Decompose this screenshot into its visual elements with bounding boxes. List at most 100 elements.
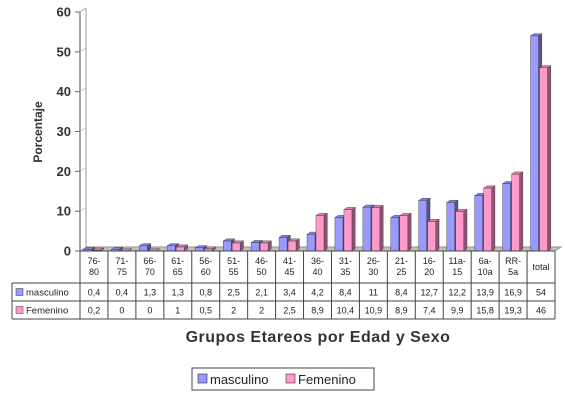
bar-femenino-2 (147, 248, 161, 252)
bar-front (306, 234, 316, 252)
y-tick-label: 50 (57, 44, 71, 59)
x-tick-label: RR-5a (505, 256, 521, 277)
bar-front (502, 183, 511, 252)
data-label: 19,3 (504, 306, 522, 316)
bar-front (474, 195, 483, 252)
bar-side (351, 206, 356, 252)
bar-masculino-1 (110, 246, 124, 252)
data-label: 13,9 (476, 288, 494, 298)
bar-side (323, 212, 328, 252)
x-tick-label: 26-30 (367, 256, 380, 277)
data-label: 9,9 (451, 306, 464, 316)
bar-front (139, 245, 148, 252)
bar-masculino-2 (138, 243, 152, 252)
x-tick-label: 61-65 (171, 256, 184, 277)
x-tick-label: 16-20 (423, 256, 436, 277)
bar-front (427, 221, 436, 252)
y-tick-depth (79, 206, 87, 212)
data-label: 12,7 (420, 288, 438, 298)
x-tick-label: 31-35 (339, 256, 352, 277)
x-tick-label: 6a-10a (478, 256, 493, 277)
data-label: 46 (536, 306, 546, 316)
legend-label-masculino: masculino (210, 372, 269, 387)
bar-front (362, 206, 372, 252)
x-tick-label: 66-70 (143, 256, 156, 277)
data-label: 4,2 (311, 288, 324, 298)
legend-swatch-masculino (197, 373, 208, 384)
data-label: 0,8 (199, 288, 212, 298)
data-label: 8,9 (311, 306, 324, 316)
bar-femenino-6 (259, 240, 273, 252)
data-label: 7,4 (423, 306, 436, 316)
series-name-femenino: Femenino (26, 306, 68, 317)
x-tick-label: 51-55 (227, 256, 240, 277)
y-tick-label: 60 (57, 5, 71, 20)
bar-front (222, 240, 232, 252)
series-name-masculino: masculino (26, 288, 69, 299)
data-label: 0,5 (199, 306, 212, 316)
bar-femenino-7 (287, 238, 301, 252)
data-label: 1 (175, 306, 180, 316)
bar-femenino-4 (203, 246, 217, 252)
data-label: 0,4 (88, 288, 101, 298)
bar-masculino-4 (194, 245, 208, 252)
data-label: 0 (147, 306, 152, 316)
bar-femenino-14 (482, 185, 496, 252)
bar-front (455, 211, 464, 252)
bar-side (491, 185, 496, 252)
data-label: 8,9 (395, 306, 408, 316)
bar-front (511, 173, 520, 252)
bar-front (539, 67, 548, 252)
y-tick-label: 0 (64, 244, 71, 259)
data-label: 0,4 (116, 288, 129, 298)
bar-front (231, 242, 241, 252)
bars (82, 33, 552, 252)
data-label: 11 (369, 288, 378, 298)
y-tick-depth (79, 246, 87, 252)
bar-side (407, 212, 412, 252)
bar-side (435, 218, 440, 252)
bar-front (446, 202, 455, 252)
y-tick-depth (79, 7, 87, 13)
bar-femenino-3 (175, 244, 189, 252)
y-tick-label: 40 (57, 84, 71, 99)
y-tick-depth (79, 47, 87, 53)
data-label: 1,3 (144, 288, 157, 298)
bar-front (176, 246, 185, 252)
x-tick-label: 56-60 (199, 256, 212, 277)
data-label: 3,4 (283, 288, 296, 298)
data-label: 8,4 (339, 288, 352, 298)
data-label: 2 (231, 306, 236, 316)
bar-front (418, 200, 427, 252)
data-label: 2,5 (283, 306, 296, 316)
legend: masculino Femenino (191, 367, 375, 391)
y-tick-label: 20 (57, 164, 71, 179)
legend-key-masculino (15, 288, 24, 296)
bar-front (371, 207, 381, 252)
x-tick-label: 71-75 (115, 256, 128, 277)
bar-front (167, 245, 176, 252)
data-label: 54 (536, 288, 546, 298)
data-label: 2,5 (227, 288, 240, 298)
y-axis-label: Porcentaje (31, 101, 45, 163)
data-label: 2,1 (255, 288, 268, 298)
x-tick-label: total (533, 262, 550, 272)
data-label: 15,8 (476, 306, 494, 316)
bar-femenino-5 (231, 240, 245, 252)
bar-front (315, 215, 325, 252)
x-tick-label: 21-25 (395, 256, 408, 277)
data-label: 2 (259, 306, 264, 316)
bar-femenino-15 (510, 171, 524, 252)
y-tick-label: 10 (57, 204, 71, 219)
bar-front (483, 187, 492, 252)
data-table: 76-80 71-75 66-70 61-65 56-60 51-55 46-50 41-45… (11, 250, 556, 320)
bar-femenino-13 (455, 208, 468, 252)
y-tick-depth (79, 127, 87, 132)
legend-box (191, 367, 375, 391)
data-label: 8,4 (395, 288, 408, 298)
bar-side (547, 65, 552, 252)
x-tick-label: 46-50 (255, 256, 268, 277)
x-tick-label: 36-40 (311, 256, 324, 277)
data-label: 16,9 (504, 288, 522, 298)
